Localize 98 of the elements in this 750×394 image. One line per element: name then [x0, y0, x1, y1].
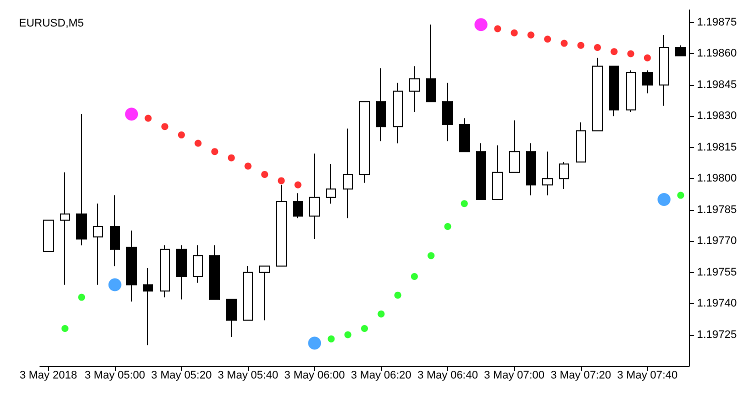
- point: [627, 50, 634, 58]
- x-tick-label: 3 May 06:20: [350, 370, 412, 382]
- y-tick-label: 1.19875: [697, 16, 737, 28]
- candlestick: [226, 298, 237, 338]
- point: [78, 294, 86, 301]
- candlestick: [459, 118, 470, 152]
- point: [644, 54, 651, 62]
- candlestick: [526, 142, 536, 196]
- point: [228, 154, 235, 162]
- point: [125, 108, 138, 121]
- candlestick: [143, 268, 153, 346]
- point: [211, 148, 218, 156]
- y-tick-label: 1.19830: [697, 110, 737, 122]
- point: [677, 192, 684, 199]
- y-tick-label: 1.19785: [697, 204, 737, 216]
- point: [610, 48, 618, 56]
- point: [344, 331, 352, 338]
- point: [108, 278, 122, 292]
- point: [560, 40, 568, 47]
- point: [474, 18, 488, 32]
- point: [460, 200, 468, 208]
- point: [594, 44, 601, 51]
- x-tick-label: 3 May 07:00: [484, 370, 545, 382]
- candlestick: [176, 244, 187, 300]
- candlestick: [376, 68, 386, 142]
- point: [161, 123, 168, 130]
- point: [178, 131, 185, 138]
- point: [658, 192, 671, 206]
- y-tick-label: 1.19860: [697, 48, 737, 60]
- candlestick: [576, 122, 586, 162]
- y-tick-label: 1.19845: [697, 78, 737, 91]
- point: [444, 223, 452, 230]
- x-tick-label: 3 May 07:40: [617, 370, 678, 382]
- point: [428, 252, 435, 260]
- candlestick: [409, 66, 420, 113]
- x-tick-label: 3 May 05:00: [84, 370, 146, 382]
- candlestick: [592, 57, 603, 132]
- candlestick: [43, 220, 54, 252]
- candlestick: [326, 164, 336, 204]
- candlestick: [492, 144, 503, 200]
- point: [361, 325, 368, 332]
- candlestick: [309, 153, 320, 240]
- point: [544, 36, 552, 43]
- y-tick-label: 1.19800: [697, 172, 737, 185]
- point: [244, 162, 252, 170]
- candlestick: [76, 114, 87, 246]
- point: [194, 140, 202, 147]
- candlestick: [160, 244, 170, 298]
- x-tick-label: 3 May 06:40: [417, 370, 478, 382]
- candlestick: [426, 24, 436, 102]
- point: [378, 310, 385, 318]
- candlestick: [259, 266, 270, 321]
- point: [410, 272, 418, 280]
- x-tick-label: 3 May 05:20: [151, 370, 212, 382]
- candlestick: [476, 142, 486, 200]
- candlestick: [509, 120, 520, 173]
- candlestick: [276, 184, 287, 267]
- candlestick: [359, 101, 370, 184]
- y-tick-label: 1.19740: [697, 298, 737, 310]
- point: [494, 25, 502, 32]
- point: [294, 181, 302, 188]
- candlestick: [293, 192, 303, 219]
- y-tick-label: 1.19770: [697, 235, 737, 248]
- candlestick: [626, 70, 636, 113]
- candlestick: [126, 230, 137, 302]
- candlestick: [393, 82, 403, 144]
- x-tick-label: 3 May 05:40: [218, 370, 278, 382]
- y-tick-label: 1.19755: [697, 266, 737, 278]
- point: [261, 170, 268, 178]
- candlestick: [542, 151, 553, 196]
- candlestick: [110, 194, 120, 267]
- point: [577, 42, 584, 49]
- candlestick: [559, 161, 569, 190]
- point: [510, 29, 518, 36]
- candlestick: [60, 172, 70, 286]
- x-tick-label: 3 May 2018: [20, 370, 78, 382]
- candlestick: [442, 82, 453, 142]
- point: [61, 325, 68, 332]
- point: [527, 31, 534, 38]
- point: [308, 336, 322, 350]
- candlestick: [659, 34, 669, 106]
- point: [144, 114, 152, 122]
- candlestick: [609, 66, 619, 117]
- candlestick: [343, 128, 353, 219]
- y-tick-label: 1.19815: [697, 141, 737, 154]
- candlestick: [642, 70, 653, 94]
- x-tick-label: 3 May 07:20: [550, 370, 612, 382]
- y-tick-label: 1.19725: [697, 328, 737, 341]
- candlestick: [243, 266, 253, 321]
- point: [394, 292, 402, 299]
- text: EURUSD,M5: [19, 18, 84, 30]
- x-tick-label: 3 May 06:00: [284, 370, 345, 382]
- candlestick: [209, 244, 220, 300]
- point: [278, 177, 285, 184]
- point: [328, 335, 335, 342]
- candlestick: [675, 44, 686, 56]
- candlestick: [193, 244, 203, 284]
- candlestick: [93, 203, 103, 286]
